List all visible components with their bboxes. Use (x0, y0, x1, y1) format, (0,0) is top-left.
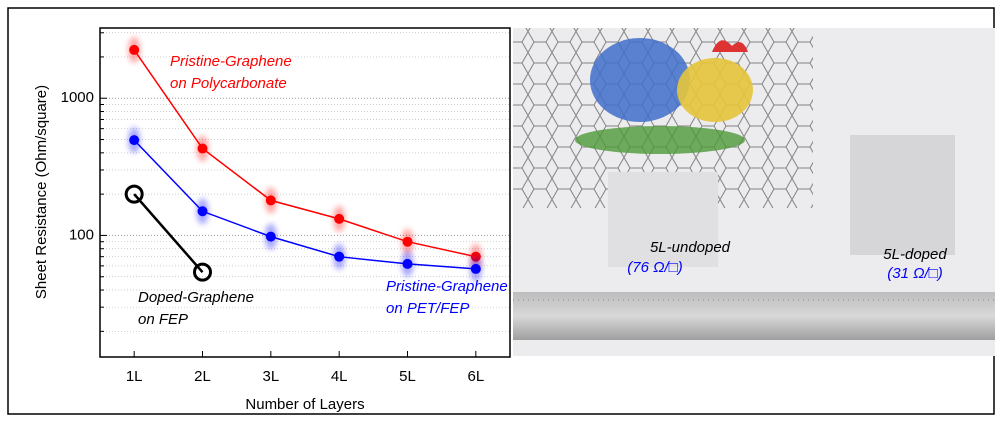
annotation: on FEP (138, 311, 188, 328)
photo-value: (76 Ω/□) (627, 259, 682, 276)
photo-label: 5L-doped (883, 246, 947, 263)
series-line (134, 140, 476, 269)
x-tick-label: 5L (399, 368, 416, 385)
marker (266, 232, 276, 242)
marker (334, 214, 344, 224)
marker (198, 206, 208, 216)
photo-label: 5L-undoped (650, 239, 731, 256)
marker (403, 259, 413, 269)
y-axis-label: Sheet Resistance (Ohm/square) (33, 85, 50, 299)
annotation: on PET/FEP (386, 300, 469, 317)
x-tick-label: 3L (262, 368, 279, 385)
marker (198, 144, 208, 154)
x-tick-label: 4L (331, 368, 348, 385)
y-tick-label: 100 (69, 226, 94, 243)
annotation: Pristine-Graphene (170, 53, 292, 70)
annotation: Doped-Graphene (138, 289, 254, 306)
marker (266, 195, 276, 205)
x-axis-label: Number of Layers (245, 396, 364, 413)
annotation: Pristine-Graphene (386, 278, 508, 295)
marker (471, 264, 481, 274)
x-tick-label: 1L (126, 368, 143, 385)
series-line (134, 194, 202, 272)
photo-value: (31 Ω/□) (887, 265, 942, 282)
marker (403, 237, 413, 247)
marker (129, 45, 139, 55)
chart: Number of Layers Sheet Resistance (Ohm/s… (33, 28, 510, 413)
figure: 5L-undoped (76 Ω/□) 5L-doped (31 Ω/□) Nu… (0, 0, 1000, 422)
marker (129, 135, 139, 145)
marker (334, 252, 344, 262)
photo (513, 28, 995, 356)
y-tick-label: 1000 (61, 89, 94, 106)
x-tick-label: 2L (194, 368, 211, 385)
annotation: on Polycarbonate (170, 75, 287, 92)
x-tick-label: 6L (467, 368, 484, 385)
